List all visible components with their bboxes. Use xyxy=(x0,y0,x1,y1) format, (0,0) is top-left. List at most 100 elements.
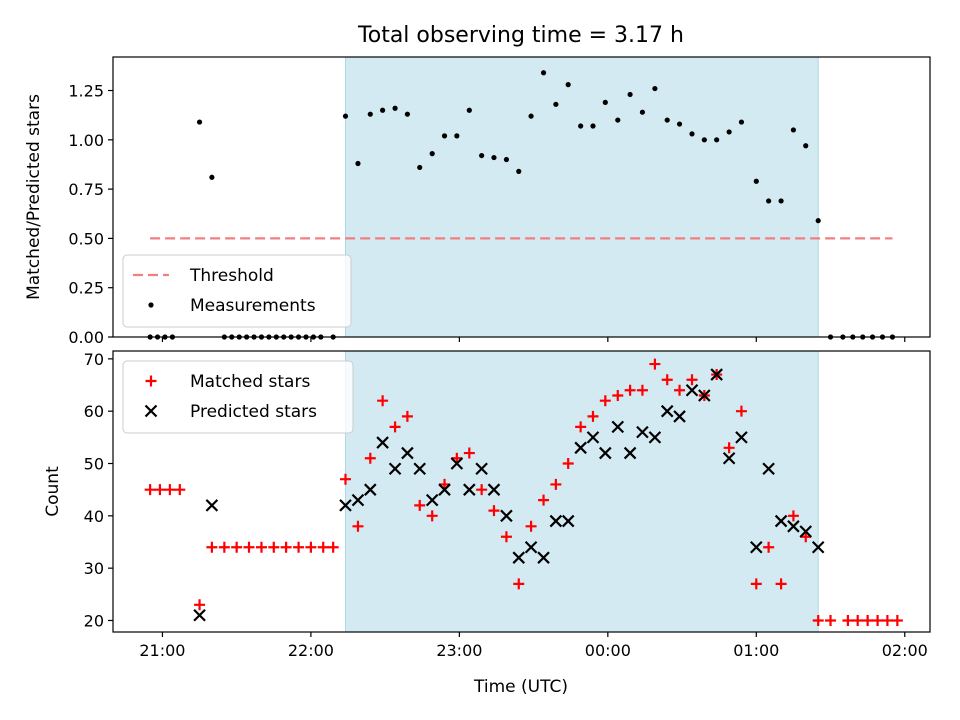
ratio-axes-frame xyxy=(112,56,931,338)
predicted-stars-point xyxy=(735,431,748,444)
matched-stars-point xyxy=(872,614,884,626)
predicted-stars-point xyxy=(636,425,649,439)
matched-stars-point xyxy=(154,484,166,496)
matched-stars-point xyxy=(661,374,673,386)
measurement-point xyxy=(367,111,373,117)
predicted-stars-point xyxy=(611,420,625,434)
legend-label: Predicted stars xyxy=(190,402,317,422)
predicted-stars-point xyxy=(487,483,501,496)
count-y-tick-label: 30 xyxy=(84,559,104,578)
predicted-stars-point xyxy=(574,441,587,455)
ratio-y-tick-label: 0.00 xyxy=(68,328,104,347)
matched-stars-point xyxy=(451,452,463,464)
measurement-point xyxy=(590,123,596,129)
predicted-stars-point xyxy=(500,509,513,523)
measurement-point xyxy=(417,164,423,171)
matched-stars-point xyxy=(862,614,874,626)
predicted-stars-point xyxy=(750,540,763,554)
measurement-point xyxy=(404,111,411,117)
matched-stars-point xyxy=(649,358,661,370)
matched-stars-point xyxy=(327,541,339,553)
x-tick-label: 21:00 xyxy=(139,641,185,660)
measurement-point xyxy=(540,70,547,76)
matched-stars-point xyxy=(174,484,186,496)
matched-stars-point xyxy=(426,510,438,522)
predicted-stars-point xyxy=(722,451,736,465)
legend-measurements-swatch xyxy=(148,302,154,308)
measurement-point xyxy=(578,123,584,129)
predicted-stars-point xyxy=(425,493,439,507)
predicted-stars-point xyxy=(351,493,365,507)
matched-stars-point xyxy=(538,494,550,506)
count-series-0 xyxy=(144,358,903,626)
measurement-point xyxy=(676,121,683,127)
measurement-point xyxy=(627,91,633,98)
measurement-point xyxy=(714,137,720,143)
ratio-y-tick-label: 1.25 xyxy=(68,82,104,101)
measurement-point xyxy=(380,107,386,113)
predicted-stars-point xyxy=(774,514,788,528)
legend-box xyxy=(122,254,352,328)
measurement-point xyxy=(689,131,695,137)
x-axis-label: Time (UTC) xyxy=(473,677,568,697)
matched-stars-point xyxy=(636,384,648,396)
matched-stars-point xyxy=(575,421,587,433)
predicted-stars-point xyxy=(762,462,775,476)
matched-stars-point xyxy=(293,541,305,553)
matched-stars-point xyxy=(624,384,636,396)
predicted-stars-point xyxy=(787,520,800,533)
matched-stars-point xyxy=(825,614,837,626)
ratio-y-tick-label: 0.25 xyxy=(68,279,104,298)
predicted-stars-point xyxy=(388,462,402,476)
measurement-point xyxy=(602,99,608,105)
measurement-point xyxy=(196,119,203,125)
matched-stars-point xyxy=(364,452,376,464)
matched-stars-point xyxy=(488,505,500,517)
matched-stars-point xyxy=(218,541,230,553)
ratio-y-tick-label: 0.50 xyxy=(68,229,104,248)
matched-stars-point xyxy=(144,484,156,496)
matched-stars-point xyxy=(800,531,812,543)
matched-stars-point xyxy=(206,541,218,553)
predicted-stars-point xyxy=(475,462,488,476)
count-y-tick-label: 20 xyxy=(84,611,104,630)
legend-box xyxy=(122,360,354,434)
matched-stars-point xyxy=(268,541,280,553)
ratio-y-axis-label: Matched/Predicted stars xyxy=(24,94,44,300)
matched-stars-point xyxy=(513,578,525,590)
measurement-point xyxy=(355,160,361,167)
predicted-stars-point xyxy=(599,446,612,460)
measurement-point xyxy=(790,127,797,133)
legend-label: Threshold xyxy=(189,266,274,286)
measurement-point xyxy=(342,113,349,119)
predicted-stars-point xyxy=(376,436,389,449)
measurement-point xyxy=(778,198,784,204)
matched-stars-point xyxy=(317,541,329,553)
measurement-point xyxy=(553,101,559,107)
count-panel: 20 30 40 50 60 70 21:00 22:00 23:00 00:00 01:00 02:… xyxy=(43,350,931,660)
count-legend: Matched stars Predicted stars xyxy=(122,360,354,434)
matched-stars-point xyxy=(463,447,475,459)
matched-stars-point xyxy=(439,478,451,490)
ratio-y-tick-label: 0.75 xyxy=(68,180,104,199)
matched-stars-point xyxy=(377,395,389,407)
predicted-stars-point xyxy=(685,383,699,397)
x-tick-label: 23:00 xyxy=(436,641,482,660)
measurement-point xyxy=(503,156,510,163)
predicted-stars-point xyxy=(673,410,686,423)
matched-stars-point xyxy=(891,614,903,626)
ratio-observing-span xyxy=(344,56,819,338)
predicted-stars-point xyxy=(698,389,711,402)
count-y-tick-label: 60 xyxy=(84,402,104,421)
matched-stars-point xyxy=(842,614,854,626)
measurement-point xyxy=(753,178,759,184)
predicted-stars-point xyxy=(401,446,414,460)
measurement-point xyxy=(652,85,658,92)
matched-stars-point xyxy=(164,484,176,496)
count-y-tick-label: 70 xyxy=(84,350,104,369)
measurement-point xyxy=(528,113,534,119)
matched-stars-point xyxy=(243,541,255,553)
predicted-stars-point xyxy=(537,551,550,564)
measurement-point xyxy=(454,133,460,139)
